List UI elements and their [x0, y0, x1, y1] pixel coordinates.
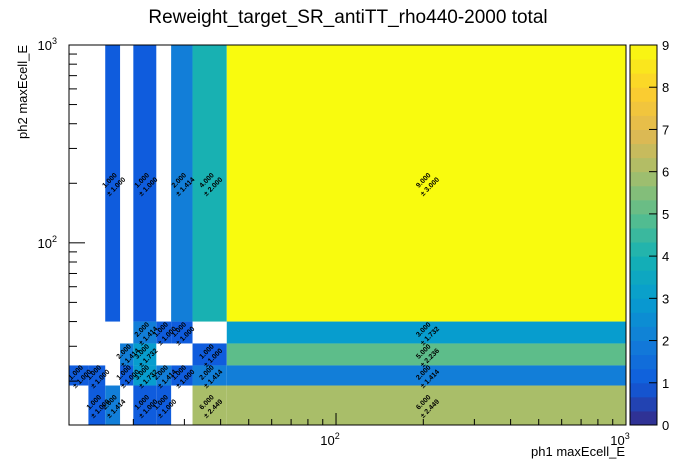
- palette-swatch: [630, 382, 657, 398]
- heatmap-cell: [192, 385, 227, 425]
- heatmap-cell: [69, 365, 89, 386]
- heatmap-cell: [171, 321, 193, 344]
- y-tick-base: 10: [38, 38, 52, 53]
- palette-swatch: [630, 129, 657, 145]
- palette-swatch: [630, 171, 657, 187]
- y-axis-label: ph2 maxEcell_E: [15, 45, 30, 139]
- palette-swatch: [630, 326, 657, 342]
- palette-swatch: [630, 59, 657, 74]
- heatmap-cell: [226, 45, 626, 322]
- palette-tick-label: 5: [662, 207, 669, 222]
- x-axis-label: ph1 maxEcell_E: [531, 444, 625, 459]
- y-tick-label: 102: [38, 234, 57, 251]
- palette-swatch: [630, 185, 657, 201]
- palette-swatch: [630, 312, 657, 327]
- heatmap-cell: [105, 45, 121, 322]
- heatmap-cell: [171, 45, 193, 322]
- y-tick-base: 10: [38, 236, 52, 251]
- x-tick-label: 102: [320, 431, 339, 448]
- heatmap-cell: [88, 385, 106, 425]
- heatmap-cell: [156, 365, 172, 386]
- heatmap-cell: [133, 45, 157, 322]
- heatmap-cell: [171, 365, 193, 386]
- palette-tick-label: 1: [662, 376, 669, 391]
- palette-swatch: [630, 115, 657, 130]
- palette-tick-label: 8: [662, 80, 669, 95]
- palette-swatch: [630, 256, 657, 271]
- palette-tick-label: 0: [662, 418, 669, 433]
- palette-swatch: [630, 73, 657, 88]
- y-tick-exponent: 2: [52, 234, 57, 244]
- palette-swatch: [630, 340, 657, 356]
- palette-frame: [629, 44, 658, 426]
- heatmap-cell: [133, 321, 157, 344]
- palette-swatch: [630, 87, 657, 102]
- palette-swatch: [630, 213, 657, 229]
- x-tick-exponent: 2: [335, 431, 340, 441]
- x-tick-exponent: 3: [625, 431, 630, 441]
- heatmap-cell: [226, 385, 626, 425]
- x-tick-base: 10: [320, 433, 334, 448]
- palette-swatch: [630, 227, 657, 243]
- palette-swatch: [630, 199, 657, 215]
- palette-swatch: [630, 157, 657, 173]
- heatmap-cell: [156, 385, 172, 425]
- heatmap-cell: [133, 365, 157, 386]
- heatmap-cell: [226, 365, 626, 386]
- heatmap-cell: [120, 343, 134, 366]
- palette-swatch: [630, 101, 657, 116]
- heatmap-cell: [120, 365, 134, 386]
- palette-swatch: [630, 45, 657, 60]
- palette-tick-label: 3: [662, 291, 669, 306]
- palette-swatch: [630, 410, 657, 426]
- palette-tick-label: 2: [662, 334, 669, 349]
- x-tick-base: 10: [610, 433, 624, 448]
- heatmap-cell: [226, 343, 626, 366]
- heatmap-cell: [88, 365, 106, 386]
- palette-tick-label: 9: [662, 38, 669, 53]
- palette-swatch: [630, 298, 657, 313]
- chart-title: Reweight_target_SR_antiTT_rho440-2000 to…: [148, 7, 547, 28]
- plot-frame: [68, 44, 627, 426]
- heatmap-cell: [226, 321, 626, 344]
- palette-tick-label: 7: [662, 122, 669, 137]
- heatmap-cell: [192, 45, 227, 322]
- x-tick-label: 103: [610, 431, 629, 448]
- heatmap-cell: [105, 385, 121, 425]
- heatmap-cell: [156, 321, 172, 344]
- palette-swatch: [630, 396, 657, 412]
- heatmap-cells: [69, 45, 626, 425]
- heatmap-cell: [133, 343, 157, 366]
- heatmap-cell: [192, 343, 227, 366]
- palette-swatch: [630, 242, 657, 257]
- palette-swatch: [630, 284, 657, 299]
- palette-tick-label: 6: [662, 165, 669, 180]
- heatmap-cell: [133, 385, 157, 425]
- palette-swatch: [630, 270, 657, 285]
- palette-swatch: [630, 368, 657, 384]
- palette-swatch: [630, 354, 657, 370]
- y-tick-exponent: 3: [52, 36, 57, 46]
- heatmap-cell: [192, 365, 227, 386]
- palette-swatch: [630, 143, 657, 159]
- palette-tick-label: 4: [662, 249, 669, 264]
- color-palette: 0 1 2 3 4 5 6 7 8 9: [629, 38, 669, 433]
- x-axis: 102 103: [132, 413, 630, 448]
- y-tick-label: 103: [38, 36, 57, 53]
